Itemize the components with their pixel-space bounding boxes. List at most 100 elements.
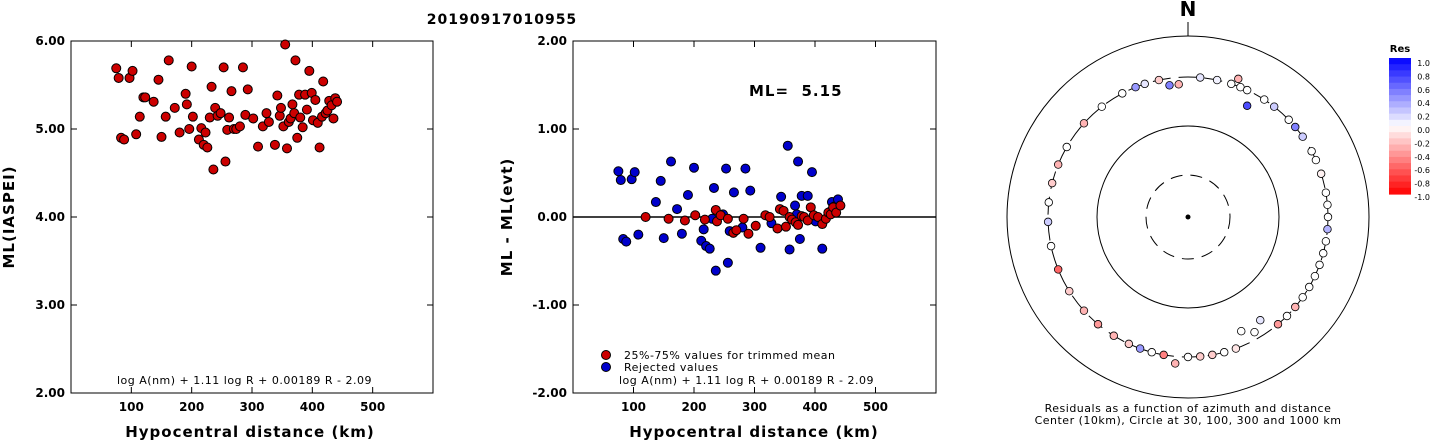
station-point xyxy=(1196,352,1205,361)
ml-point xyxy=(202,142,213,153)
residual-point xyxy=(743,228,754,239)
colorbar-tick-label: -0.6 xyxy=(1414,166,1430,175)
panel-ml: 100 200 300 400 500 2.00 3.00 4.00 5.00 6.00 Hyp… xyxy=(0,34,434,441)
residual-point xyxy=(722,257,733,268)
residual-point xyxy=(650,197,661,208)
station-point xyxy=(1183,352,1193,362)
colorbar-swatch xyxy=(1389,58,1411,65)
ml-point xyxy=(131,129,142,140)
station-point xyxy=(1159,350,1168,360)
ml-annotation: ML= 5.15 xyxy=(749,82,843,100)
station-point xyxy=(1047,178,1057,188)
res-ytick-label: 2.00 xyxy=(537,34,567,48)
residual-point xyxy=(704,243,715,254)
residual-point xyxy=(745,185,756,196)
colorbar-swatch xyxy=(1389,107,1411,115)
ml-point xyxy=(181,99,192,110)
residual-point xyxy=(666,156,677,167)
x-axis-label-ml: Hypocentral distance (km) xyxy=(125,423,375,441)
colorbar-tick-label: -0.2 xyxy=(1414,139,1430,148)
figure-title: 20190917010955 xyxy=(427,12,577,28)
station-point xyxy=(1319,249,1328,258)
ml-point xyxy=(263,116,274,127)
station-point xyxy=(1118,89,1127,98)
x-tick-labels-residual: 100 200 300 400 500 xyxy=(621,41,888,414)
station-point xyxy=(1174,80,1183,89)
station-point xyxy=(1165,81,1174,90)
residual-point xyxy=(633,229,644,240)
station-point xyxy=(1170,359,1180,368)
residual-point xyxy=(689,162,699,173)
ml-ytick-label: 3.00 xyxy=(35,298,65,312)
residual-point xyxy=(672,204,683,215)
center-point xyxy=(1185,214,1191,220)
colorbar-swatch xyxy=(1389,88,1411,96)
colorbar-swatch xyxy=(1389,156,1411,164)
ml-point xyxy=(290,55,301,66)
station-point xyxy=(1321,237,1331,246)
station-point xyxy=(1321,188,1331,197)
ml-point xyxy=(275,102,286,113)
ring-1000km xyxy=(1006,35,1370,399)
y-axis-label-residual: ML - ML(evt) xyxy=(498,158,516,276)
colorbar: Res 1.0 0.8 0.6 0.4 0.2 0.0 -0.2 -0.4 -0.6 -0.8 -1… xyxy=(1389,44,1430,202)
station-point xyxy=(1093,320,1103,329)
ml-ytick-label: 5.00 xyxy=(35,122,65,136)
ml-ytick-label: 6.00 xyxy=(35,34,65,48)
station-point xyxy=(1256,316,1265,325)
ml-xtick-label: 400 xyxy=(300,400,325,414)
ml-point xyxy=(269,139,280,150)
ml-point xyxy=(280,39,291,50)
station-point xyxy=(1323,225,1332,234)
station-point xyxy=(1053,265,1063,274)
residual-point xyxy=(658,233,669,244)
colorbar-tick-label: -1.0 xyxy=(1414,193,1430,202)
colorbar-swatch xyxy=(1389,101,1411,109)
y-axis-label-ml: ML(IASPEI) xyxy=(0,165,18,268)
residual-point xyxy=(835,200,846,211)
colorbar-tick-label: -0.4 xyxy=(1414,153,1430,162)
residual-point xyxy=(764,212,775,222)
residual-point xyxy=(772,223,783,234)
ml-point xyxy=(304,65,315,76)
station-point xyxy=(1282,311,1292,321)
residual-point xyxy=(613,166,624,177)
colorbar-swatch xyxy=(1389,126,1411,133)
res-ytick-label: 1.00 xyxy=(537,122,567,136)
colorbar-swatch xyxy=(1389,95,1411,102)
ml-point xyxy=(272,90,283,101)
colorbar-tick-label: 0.6 xyxy=(1417,86,1430,95)
station-point xyxy=(1046,241,1056,251)
residual-point xyxy=(728,187,739,198)
station-point xyxy=(1131,82,1140,92)
residual-point xyxy=(776,191,787,202)
residual-point xyxy=(806,167,817,178)
colorbar-tick-label: -0.8 xyxy=(1414,180,1430,189)
station-point xyxy=(1231,344,1241,353)
ml-point xyxy=(318,76,329,87)
colorbar-tick-label: 1.0 xyxy=(1417,59,1430,68)
ml-point xyxy=(215,108,226,119)
residual-point xyxy=(699,214,710,225)
ml-point xyxy=(174,127,185,138)
residual-point xyxy=(793,219,804,230)
colorbar-swatches xyxy=(1389,58,1411,195)
residual-point xyxy=(750,220,761,231)
panel-residual: 100 200 300 400 500 -2.00 -1.00 0.00 1.00 2.00 M… xyxy=(498,34,937,441)
station-point xyxy=(1124,339,1134,349)
ml-point xyxy=(310,94,321,105)
ml-point xyxy=(111,63,122,74)
ml-xtick-label: 100 xyxy=(119,400,144,414)
residual-point xyxy=(710,265,721,276)
station-point xyxy=(1196,73,1205,82)
residual-point xyxy=(676,228,687,239)
ring-30km xyxy=(1145,174,1231,260)
ml-point xyxy=(113,72,124,83)
y-tick-labels-residual: -2.00 -1.00 0.00 1.00 2.00 xyxy=(532,34,936,400)
residual-point xyxy=(731,225,742,236)
station-point xyxy=(1208,350,1217,360)
ml-point xyxy=(127,65,138,76)
ml-point xyxy=(297,122,308,133)
ml-point xyxy=(234,121,245,132)
